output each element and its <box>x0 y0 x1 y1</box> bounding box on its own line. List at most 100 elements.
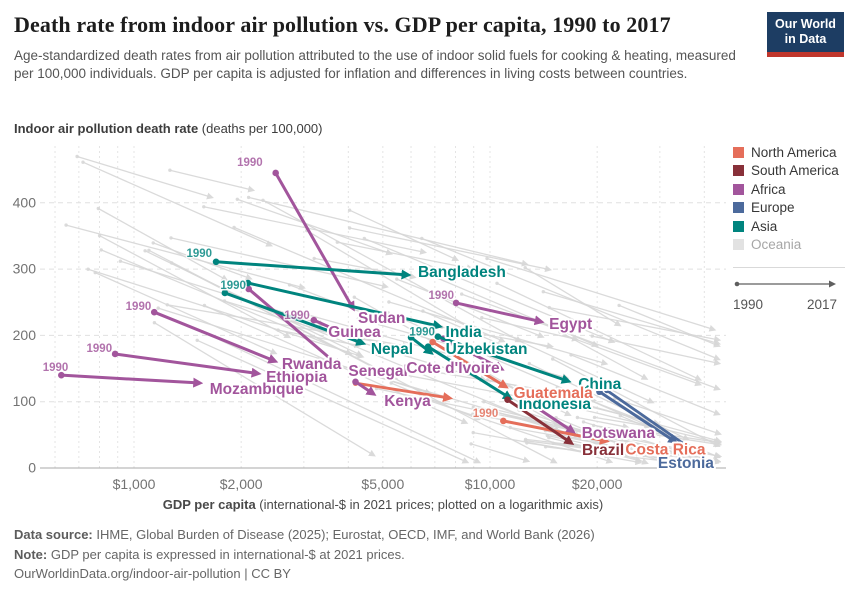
legend-swatch-north-america <box>733 146 744 158</box>
background-arrow-dot <box>555 385 559 390</box>
background-arrow <box>631 445 686 465</box>
background-arrow <box>510 426 650 455</box>
start-point-estonia <box>596 388 603 396</box>
x-tick-label: $2,000 <box>220 476 263 492</box>
country-label-egypt[interactable]: Egypt <box>547 314 594 335</box>
country-label-brazil[interactable]: Brazil <box>580 440 626 461</box>
background-arrow <box>170 237 389 290</box>
background-arrow <box>618 304 721 348</box>
background-arrow <box>97 207 229 281</box>
continent-legend: North America South America Africa Europe As… <box>733 143 847 312</box>
trajectory-sudan[interactable] <box>274 171 355 312</box>
country-label-costa-rica[interactable]: Costa Rica <box>623 439 707 460</box>
country-label-indonesia[interactable]: Indonesia <box>517 394 594 415</box>
extra-trajectory-europe-1[interactable] <box>605 389 700 455</box>
trajectory-ethiopia[interactable] <box>113 352 262 378</box>
background-arrow <box>577 416 630 430</box>
country-label-cote-d-ivoire[interactable]: Cote d'Ivoire <box>404 358 502 379</box>
country-label-uzbekistan[interactable]: Uzbekistan <box>444 339 530 360</box>
country-label-ethiopia[interactable]: Ethiopia <box>264 367 330 388</box>
footer-link[interactable]: OurWorldinData.org/indoor-air-pollution … <box>14 566 291 581</box>
background-arrow-dot <box>312 256 316 261</box>
country-label-kenya[interactable]: Kenya <box>382 391 433 412</box>
trajectory-senegal[interactable] <box>247 287 342 369</box>
trajectory-bangladesh[interactable] <box>214 260 412 280</box>
trajectory-egypt[interactable] <box>454 301 545 326</box>
country-label-guatemala[interactable]: Guatemala <box>512 383 596 404</box>
background-arrow-dot <box>419 269 424 274</box>
legend-item-africa[interactable]: Africa <box>733 180 847 199</box>
country-label-mozambique[interactable]: Mozambique <box>208 379 306 400</box>
trajectory-indonesia[interactable] <box>426 345 513 400</box>
chart-subtitle: Age-standardized death rates from air po… <box>14 48 736 81</box>
background-arrow <box>570 354 721 416</box>
trajectory-guatemala[interactable] <box>431 340 509 389</box>
x-tick-label: $10,000 <box>465 476 516 492</box>
owid-logo[interactable]: Our World in Data <box>767 12 844 57</box>
background-arrow <box>306 230 485 336</box>
country-label-estonia[interactable]: Estonia <box>656 453 716 474</box>
background-arrow <box>279 314 562 433</box>
country-label-china[interactable]: China <box>576 374 623 395</box>
background-arrow <box>100 249 353 356</box>
legend-item-asia[interactable]: Asia <box>733 217 847 236</box>
background-arrow-dot <box>525 441 529 445</box>
background-arrow <box>421 237 721 361</box>
background-arrow-dot <box>617 303 621 308</box>
background-arrow-dot <box>143 249 147 253</box>
background-arrow <box>518 409 648 454</box>
country-label-botswana[interactable]: Botswana <box>580 423 658 444</box>
trajectory-cote-d-ivoire[interactable] <box>441 337 505 371</box>
background-arrow-dot <box>491 407 496 411</box>
footer-note-text: GDP per capita is expressed in internati… <box>47 546 405 562</box>
x-tick-label: $1,000 <box>113 476 156 492</box>
legend-item-north-america[interactable]: North America <box>733 143 847 162</box>
background-arrow <box>486 257 717 332</box>
x-tick-label: $5,000 <box>361 476 404 492</box>
background-arrow-dot <box>152 321 157 325</box>
extra-trajectory-north_america-0[interactable] <box>354 381 454 402</box>
background-arrow-dot <box>508 425 512 430</box>
background-arrow-dot <box>96 206 101 211</box>
background-arrow-dot <box>165 303 169 307</box>
trajectory-china[interactable] <box>436 335 572 384</box>
background-arrow-dot <box>86 267 90 271</box>
background-arrow-dot <box>81 160 85 164</box>
legend-item-europe[interactable]: Europe <box>733 199 847 218</box>
trajectory-rwanda[interactable] <box>152 310 279 364</box>
gridlines <box>40 146 726 469</box>
background-arrow <box>592 335 722 366</box>
background-arrow <box>422 310 519 353</box>
trajectory-estonia[interactable] <box>597 390 679 444</box>
trajectory-uzbekistan[interactable] <box>409 335 434 355</box>
owid-logo-line2: in Data <box>784 32 827 46</box>
trajectory-mozambique[interactable] <box>59 373 204 388</box>
background-arrow <box>148 249 558 464</box>
country-label-guinea[interactable]: Guinea <box>326 322 383 343</box>
trajectory-india[interactable] <box>246 281 444 330</box>
owid-logo-box: Our World in Data <box>767 12 844 52</box>
country-label-rwanda[interactable]: Rwanda <box>280 354 344 375</box>
trajectory-botswana[interactable] <box>520 396 576 434</box>
legend-label-europe: Europe <box>751 200 795 216</box>
footer-source-line: Data source: IHME, Global Burden of Dise… <box>14 525 595 545</box>
country-label-bangladesh[interactable]: Bangladesh <box>416 262 508 283</box>
country-label-sudan[interactable]: Sudan <box>356 308 407 329</box>
background-arrow-dot <box>495 281 499 285</box>
background-arrow <box>387 312 668 435</box>
x-axis-title-units: (international-$ in 2021 prices; plotted… <box>255 497 604 512</box>
country-label-india[interactable]: India <box>444 322 485 343</box>
legend-item-south-america[interactable]: South America <box>733 162 847 181</box>
trajectory-brazil[interactable] <box>506 398 575 445</box>
country-label-nepal[interactable]: Nepal <box>369 339 415 360</box>
background-arrow <box>583 421 720 465</box>
page-title: Death rate from indoor air pollution vs.… <box>14 12 671 37</box>
background-arrow-dot <box>563 333 567 337</box>
legend-item-oceania[interactable]: Oceania <box>733 236 847 255</box>
trajectory-guinea[interactable] <box>312 318 347 336</box>
start-point-indonesia <box>424 343 432 350</box>
trajectory-nepal[interactable] <box>223 291 367 346</box>
background-arrow-dot <box>482 400 486 404</box>
start-point-egypt <box>452 299 460 307</box>
country-label-senegal[interactable]: Senegal <box>346 361 409 382</box>
